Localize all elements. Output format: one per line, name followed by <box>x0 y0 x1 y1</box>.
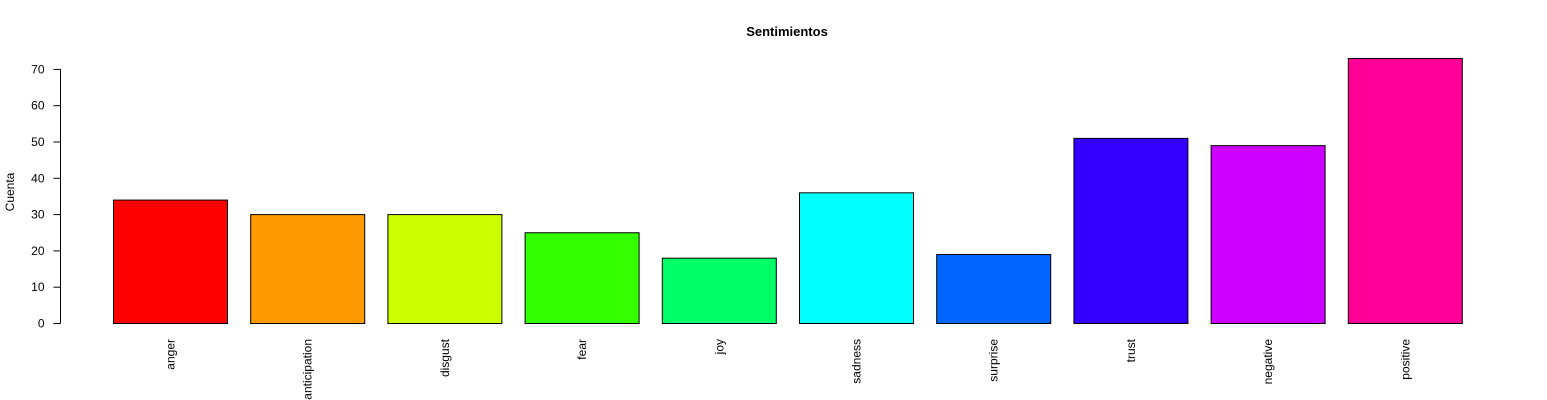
x-tick-label: anticipation <box>301 339 315 400</box>
x-tick-label: fear <box>575 339 589 360</box>
bars-group <box>113 58 1463 325</box>
bar-anticipation <box>250 214 366 325</box>
bar-fear <box>524 232 640 324</box>
bar-anger <box>113 199 228 324</box>
bar-disgust <box>387 214 503 325</box>
chart-title: Sentimientos <box>746 24 828 39</box>
bar-positive <box>1347 58 1463 324</box>
y-tick-label: 40 <box>31 171 45 185</box>
x-tick-label: disgust <box>438 338 452 377</box>
y-axis: 0 10 20 30 40 50 60 70 <box>31 62 61 331</box>
y-tick-label: 70 <box>31 62 45 76</box>
x-tick-label: positive <box>1398 339 1412 380</box>
x-tick-labels: anger anticipation disgust fear joy sadness su… <box>164 338 1413 399</box>
y-tick-label: 20 <box>31 244 45 258</box>
x-tick-label: surprise <box>987 339 1001 382</box>
y-tick-label: 10 <box>31 280 45 294</box>
y-axis-label: Cuenta <box>3 172 17 211</box>
x-tick-label: trust <box>1124 338 1138 362</box>
y-tick-label: 60 <box>31 99 45 113</box>
bar-trust <box>1073 137 1189 324</box>
x-tick-label: joy <box>712 339 726 355</box>
bar-sadness <box>799 192 914 324</box>
x-tick-label: sadness <box>850 339 864 384</box>
x-tick-label: anger <box>164 339 178 370</box>
x-tick-label: negative <box>1261 339 1275 385</box>
y-tick-label: 50 <box>31 135 45 149</box>
y-tick-label: 0 <box>38 317 45 331</box>
bar-joy <box>661 257 777 324</box>
y-tick-label: 30 <box>31 208 45 222</box>
bar-surprise <box>936 254 1052 324</box>
bar-negative <box>1210 145 1326 324</box>
